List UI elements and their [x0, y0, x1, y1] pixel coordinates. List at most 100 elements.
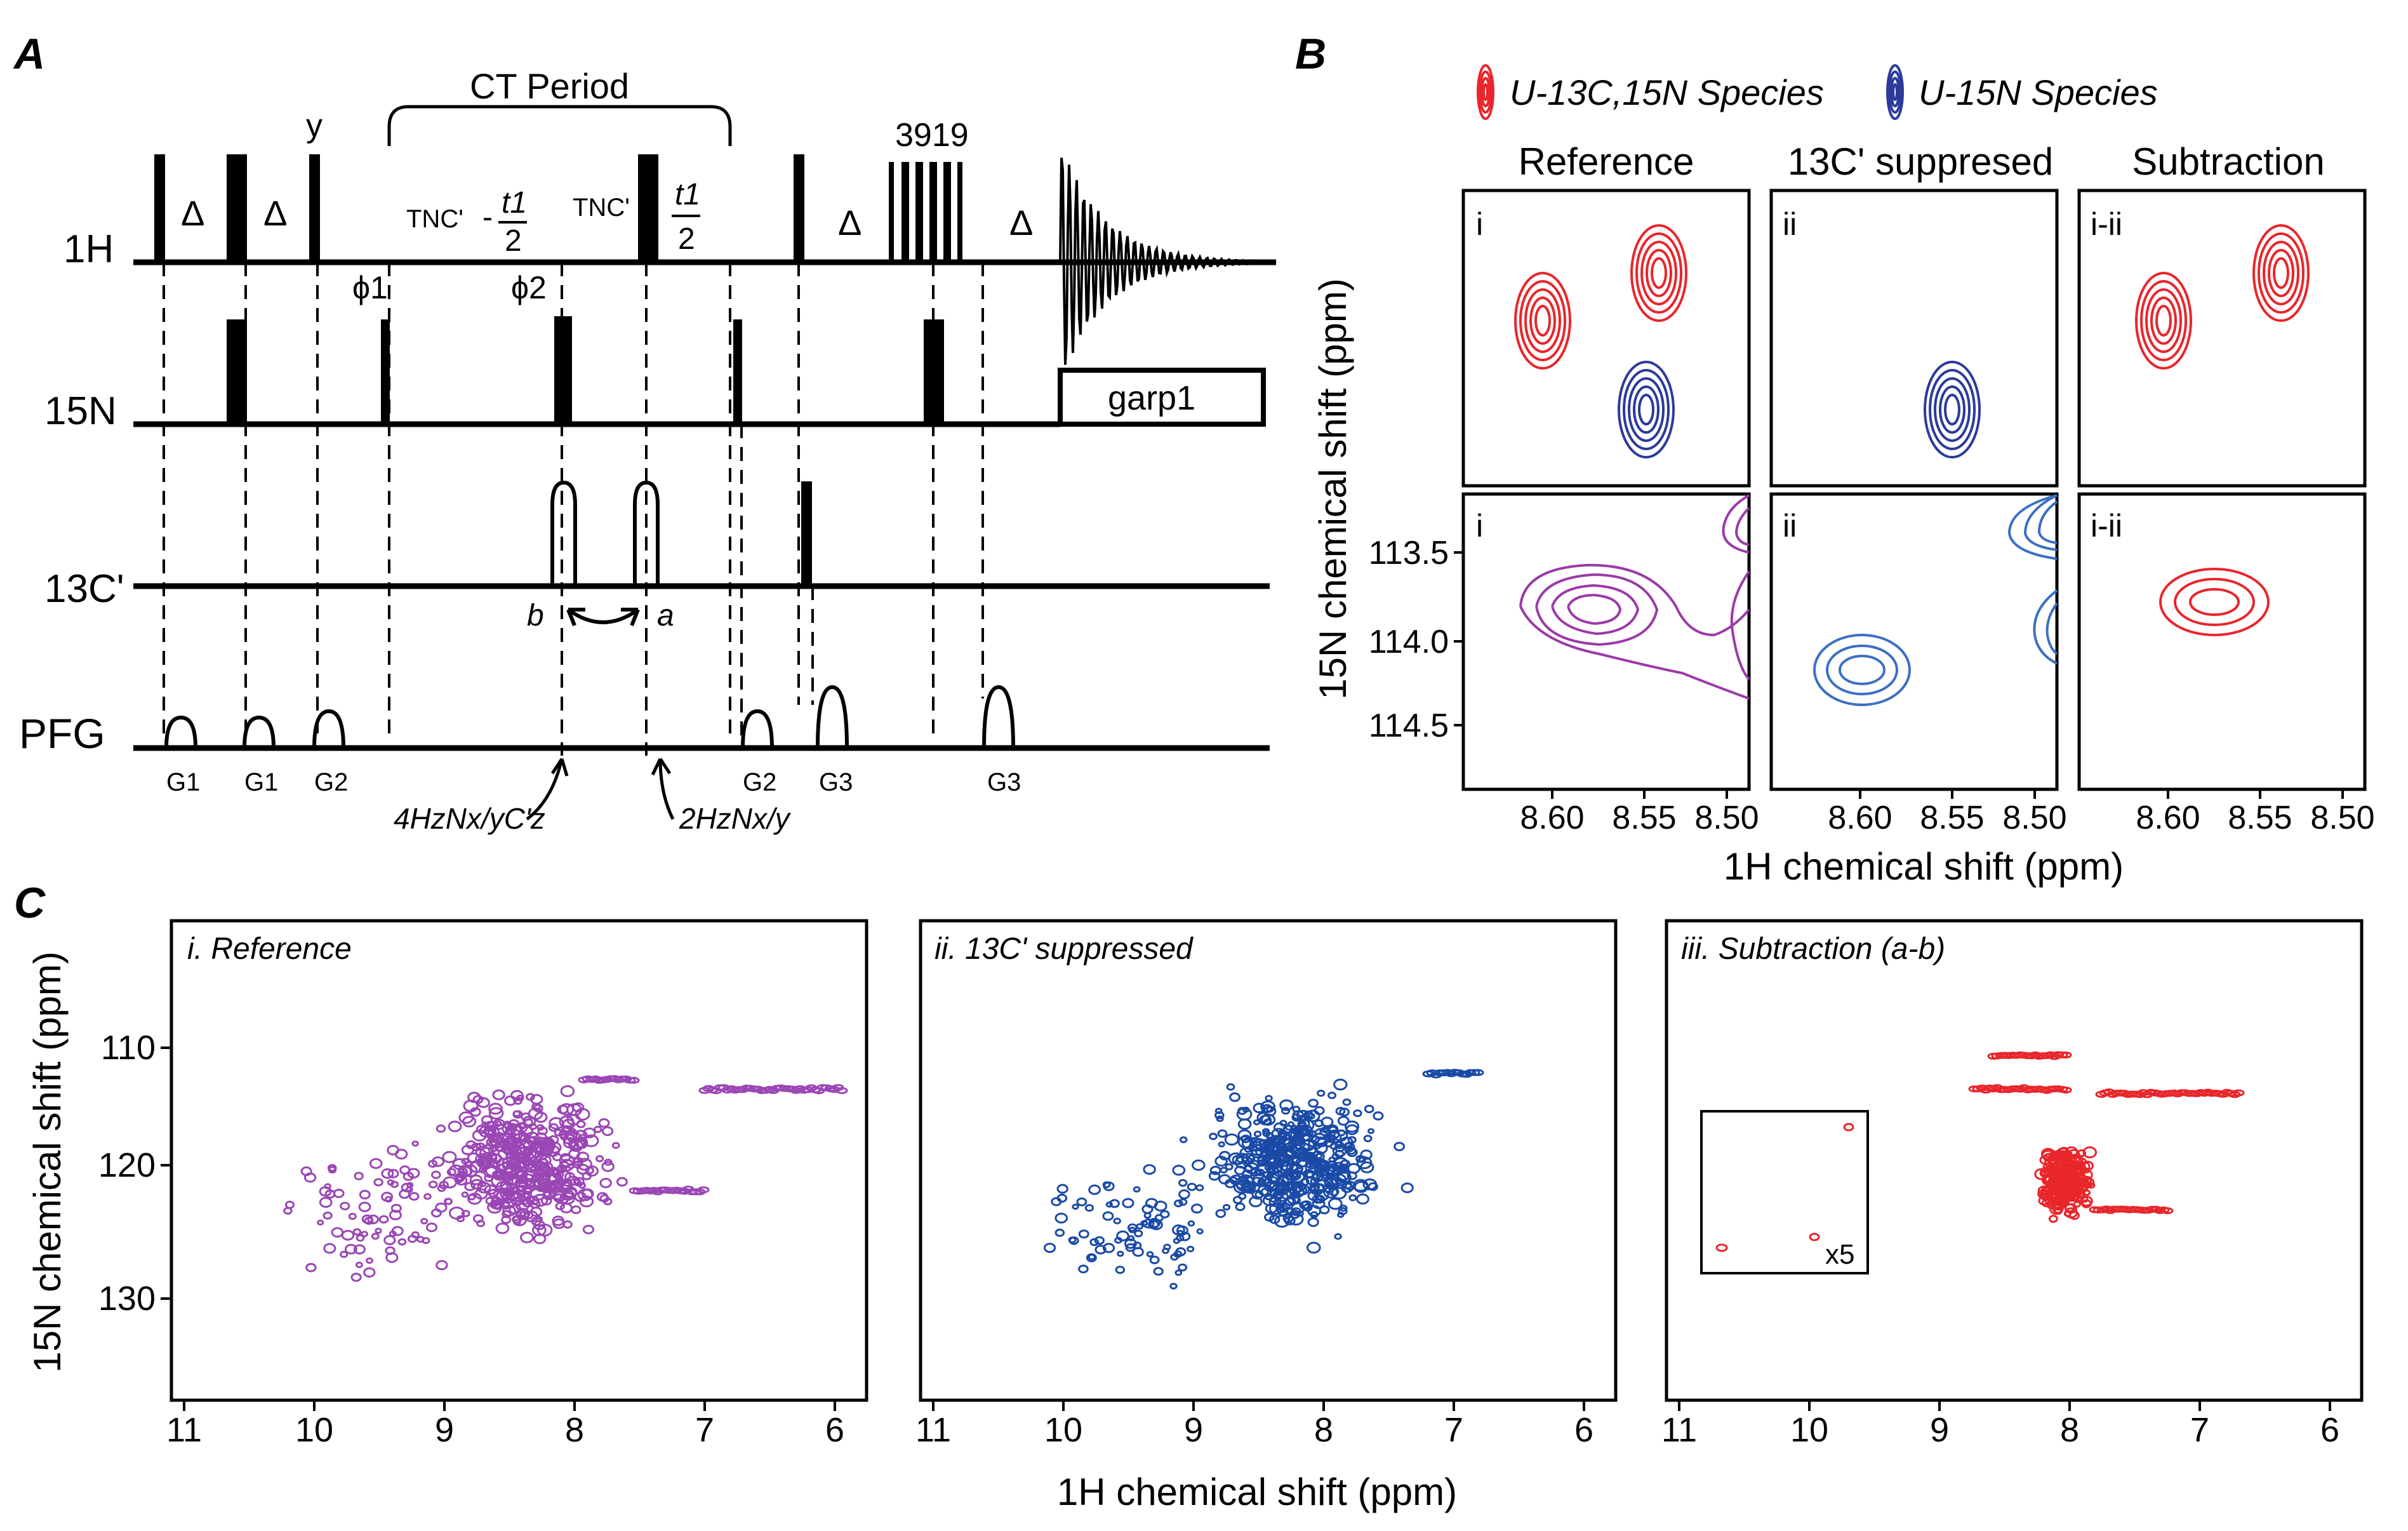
peak	[2039, 1155, 2051, 1165]
peak	[1307, 1113, 1315, 1120]
peak	[1088, 1184, 1101, 1195]
peak	[324, 1189, 336, 1199]
peak	[303, 1172, 317, 1183]
peak	[323, 1212, 333, 1220]
delta-2: Δ	[263, 193, 287, 233]
peak	[1265, 1095, 1273, 1102]
contour	[1944, 394, 1960, 425]
panel-b-zoomed-spectra: B U-13C,15N Species U-15N Species Refere…	[1295, 30, 2375, 888]
c-x-tick-label: 8	[565, 1411, 584, 1449]
point-b: b	[527, 599, 544, 632]
contour	[1646, 249, 1672, 297]
peak	[333, 1189, 345, 1198]
peak	[1268, 1214, 1280, 1224]
peak	[503, 1129, 514, 1138]
inset-label: x5	[1825, 1239, 1854, 1270]
peak	[1329, 1142, 1339, 1151]
peak	[1330, 1173, 1339, 1180]
c-x-tick-label: 10	[1790, 1411, 1828, 1449]
contour	[1618, 361, 1675, 458]
b-y-tick: 114.0	[1369, 624, 1449, 660]
peak	[481, 1115, 493, 1125]
c-y-tick-label: 120	[98, 1146, 156, 1184]
subpanel-label: ii	[1783, 508, 1797, 544]
peak	[1339, 1205, 1348, 1212]
tnc-label-1: TNC'	[406, 205, 463, 233]
peak	[1173, 1238, 1181, 1244]
peak	[1238, 1174, 1254, 1187]
peak	[500, 1187, 515, 1200]
peak	[352, 1228, 362, 1236]
peak	[470, 1179, 484, 1190]
peak	[478, 1180, 487, 1187]
column-header-subtraction: Subtraction	[2132, 140, 2325, 183]
peak	[513, 1219, 521, 1226]
peak	[461, 1191, 469, 1198]
peak	[1195, 1184, 1204, 1191]
peak	[1178, 1189, 1190, 1200]
peak	[548, 1123, 559, 1132]
peak	[1234, 1165, 1246, 1175]
peak	[510, 1197, 522, 1206]
peak	[513, 1097, 523, 1105]
peak	[1284, 1134, 1293, 1141]
peak	[531, 1173, 542, 1182]
b-x-tick-label: 8.50	[2310, 799, 2374, 836]
peak	[1313, 1183, 1326, 1193]
peak	[1187, 1182, 1197, 1191]
peak	[1348, 1194, 1357, 1201]
peak	[1056, 1184, 1068, 1194]
legend-red-icon	[1477, 64, 1494, 120]
peak	[1253, 1138, 1267, 1149]
contour	[1939, 385, 1966, 434]
c-title-subtraction: iii. Subtraction (a-b)	[1681, 932, 1945, 966]
peak	[1226, 1083, 1235, 1091]
contour	[2258, 232, 2305, 314]
gradient-label: G1	[244, 768, 278, 796]
peak	[2059, 1086, 2072, 1094]
peak	[495, 1222, 510, 1234]
peak	[526, 1093, 535, 1101]
peak	[1364, 1104, 1374, 1114]
channel-pfg: PFG	[19, 710, 105, 757]
minus-sign: -	[482, 201, 493, 234]
peak	[1292, 1183, 1307, 1196]
peak	[1291, 1113, 1301, 1122]
peak	[1373, 1111, 1384, 1121]
peak	[1243, 1182, 1256, 1192]
contours-suppressed-top	[1924, 361, 1981, 458]
peak	[1088, 1254, 1096, 1260]
peak	[406, 1186, 413, 1193]
peak	[420, 1218, 429, 1225]
contour	[1529, 297, 1556, 345]
peak	[1102, 1211, 1114, 1221]
coherence-1: 4HzNx/yC'z	[394, 802, 545, 835]
peak	[1103, 1181, 1115, 1191]
peak	[1214, 1156, 1228, 1167]
peak	[554, 1128, 563, 1137]
peak	[1264, 1181, 1277, 1193]
t1-den-1: 2	[505, 224, 522, 258]
peak	[1344, 1142, 1353, 1150]
peak	[573, 1157, 584, 1167]
peak	[331, 1227, 344, 1238]
b-x-ticks: 8.60 8.55 8.50 8.60 8.55 8.50 8.60 8.55 8.50	[1520, 789, 2375, 836]
peak	[1347, 1147, 1358, 1158]
peak	[601, 1161, 615, 1172]
peak	[1084, 1204, 1094, 1212]
peak	[327, 1164, 337, 1172]
t1-num-2: t1	[675, 178, 700, 211]
peak	[515, 1196, 522, 1203]
peak	[461, 1158, 470, 1165]
peak	[502, 1210, 512, 1219]
peak	[1208, 1171, 1221, 1181]
peak	[1217, 1129, 1228, 1138]
peak	[2064, 1203, 2075, 1212]
peak	[570, 1137, 585, 1150]
c-title-reference: i. Reference	[187, 932, 352, 966]
fid-trace	[1059, 157, 1277, 365]
peak	[596, 1192, 609, 1202]
peak	[371, 1233, 380, 1240]
peak	[492, 1089, 505, 1100]
peak	[552, 1215, 565, 1226]
